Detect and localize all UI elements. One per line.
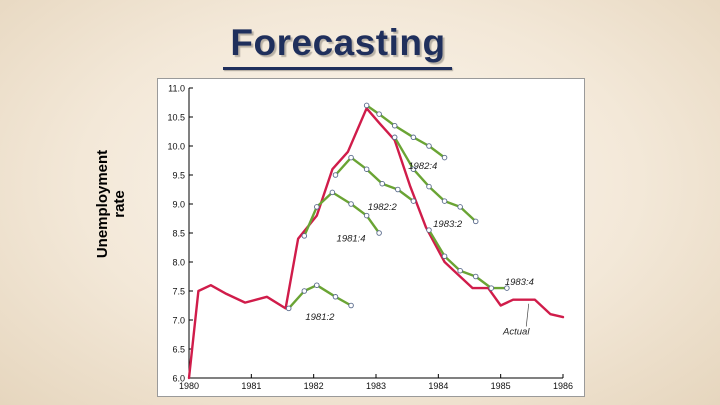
x-tick-label: 1980 xyxy=(179,381,199,391)
x-tick-label: 1985 xyxy=(491,381,511,391)
data-point-1982-4 xyxy=(426,143,432,149)
chart-panel: 6.0 6.5 7.0 7.5 8.0 8.5 9.0 9.5 10.0 10.5 11.0 1980… xyxy=(157,78,585,397)
y-tick-label: 9.0 xyxy=(172,200,185,210)
data-point-1983-2 xyxy=(410,166,417,172)
annotation-label: 1983:4 xyxy=(505,277,534,288)
data-point-1981-4 xyxy=(376,230,382,236)
x-tick-label: 1982 xyxy=(304,381,324,391)
data-point-1981-4 xyxy=(329,189,336,196)
x-tick-label: 1984 xyxy=(428,381,448,391)
series-line-forecast-1983-4 xyxy=(427,228,509,290)
y-axis-label-line-2: rate xyxy=(111,190,129,218)
series-line-forecast-1981-4 xyxy=(303,191,381,238)
data-point-1983-2 xyxy=(391,134,398,141)
unemployment-forecast-chart: 6.0 6.5 7.0 7.5 8.0 8.5 9.0 9.5 10.0 10.5 11.0 1980… xyxy=(167,84,573,392)
data-point-1983-4 xyxy=(426,227,432,233)
y-tick-label: 8.0 xyxy=(172,258,185,268)
data-point-1983-4 xyxy=(441,253,448,259)
data-point-1983-4 xyxy=(472,273,479,280)
y-tick-label: 6.5 xyxy=(172,345,185,355)
series-line-actual xyxy=(187,107,565,380)
annotation-label: 1982:4 xyxy=(408,161,437,172)
x-tick-label: 1981 xyxy=(241,381,261,391)
data-point-1981-4 xyxy=(363,212,370,219)
annotation-label: 1982:2 xyxy=(368,202,398,213)
y-tick-label: 6.0 xyxy=(172,374,185,384)
y-tick-label: 7.0 xyxy=(172,316,185,326)
data-point-1982-2 xyxy=(332,172,339,178)
data-point-1983-4 xyxy=(504,285,510,291)
data-point-1981-4 xyxy=(301,233,308,239)
data-point-1981-2 xyxy=(314,282,320,288)
data-point-1983-4 xyxy=(488,285,495,291)
y-tick-label: 9.5 xyxy=(172,171,185,181)
data-point-1982-2 xyxy=(363,166,370,172)
data-point-1982-2 xyxy=(410,198,417,204)
data-point-1981-2 xyxy=(285,305,292,312)
y-tick-label: 7.5 xyxy=(172,287,185,297)
data-point-1981-4 xyxy=(314,204,320,210)
data-point-1983-4 xyxy=(457,267,463,274)
title-underline xyxy=(223,67,452,70)
series-line-forecast-1982-2 xyxy=(334,156,415,203)
data-point-1983-2 xyxy=(426,183,432,190)
annotation-leader-actual xyxy=(525,303,530,327)
y-tick-label: 8.5 xyxy=(172,229,185,239)
data-point-1981-2 xyxy=(332,294,339,300)
data-point-1982-4 xyxy=(363,102,370,109)
x-tick-label: 1986 xyxy=(553,381,573,391)
annotation-label: 1981:4 xyxy=(337,234,366,245)
data-point-1982-2 xyxy=(395,186,401,193)
y-axis-label-text: Unemployment rate xyxy=(94,150,128,258)
y-axis-label: Unemployment rate xyxy=(84,124,138,284)
data-point-1982-2 xyxy=(348,154,354,161)
data-point-1981-2 xyxy=(301,288,308,294)
data-point-1983-2 xyxy=(441,198,448,204)
data-point-1982-4 xyxy=(441,154,448,161)
y-tick-label: 11.0 xyxy=(168,84,185,94)
annotation-label: 1981:2 xyxy=(305,312,335,323)
series-line-forecast-1983-2 xyxy=(393,136,477,223)
data-point-1983-2 xyxy=(457,204,463,210)
data-point-1982-4 xyxy=(410,134,417,141)
annotation-label: 1983:2 xyxy=(433,219,463,230)
slide-title: Forecasting xyxy=(230,22,446,63)
data-point-1982-4 xyxy=(391,122,398,129)
x-tick-label: 1983 xyxy=(366,381,386,391)
annotation-label: Actual xyxy=(502,327,530,338)
data-point-1983-2 xyxy=(472,218,479,225)
data-point-1981-2 xyxy=(348,302,354,309)
y-axis-label-line-1: Unemployment xyxy=(94,149,112,259)
data-point-1982-2 xyxy=(379,180,385,187)
y-tick-label: 10.5 xyxy=(167,113,185,123)
data-point-1981-4 xyxy=(348,201,354,207)
data-point-1982-4 xyxy=(376,111,382,117)
y-tick-label: 10.0 xyxy=(167,142,185,152)
series-line-forecast-1981-2 xyxy=(287,283,353,310)
